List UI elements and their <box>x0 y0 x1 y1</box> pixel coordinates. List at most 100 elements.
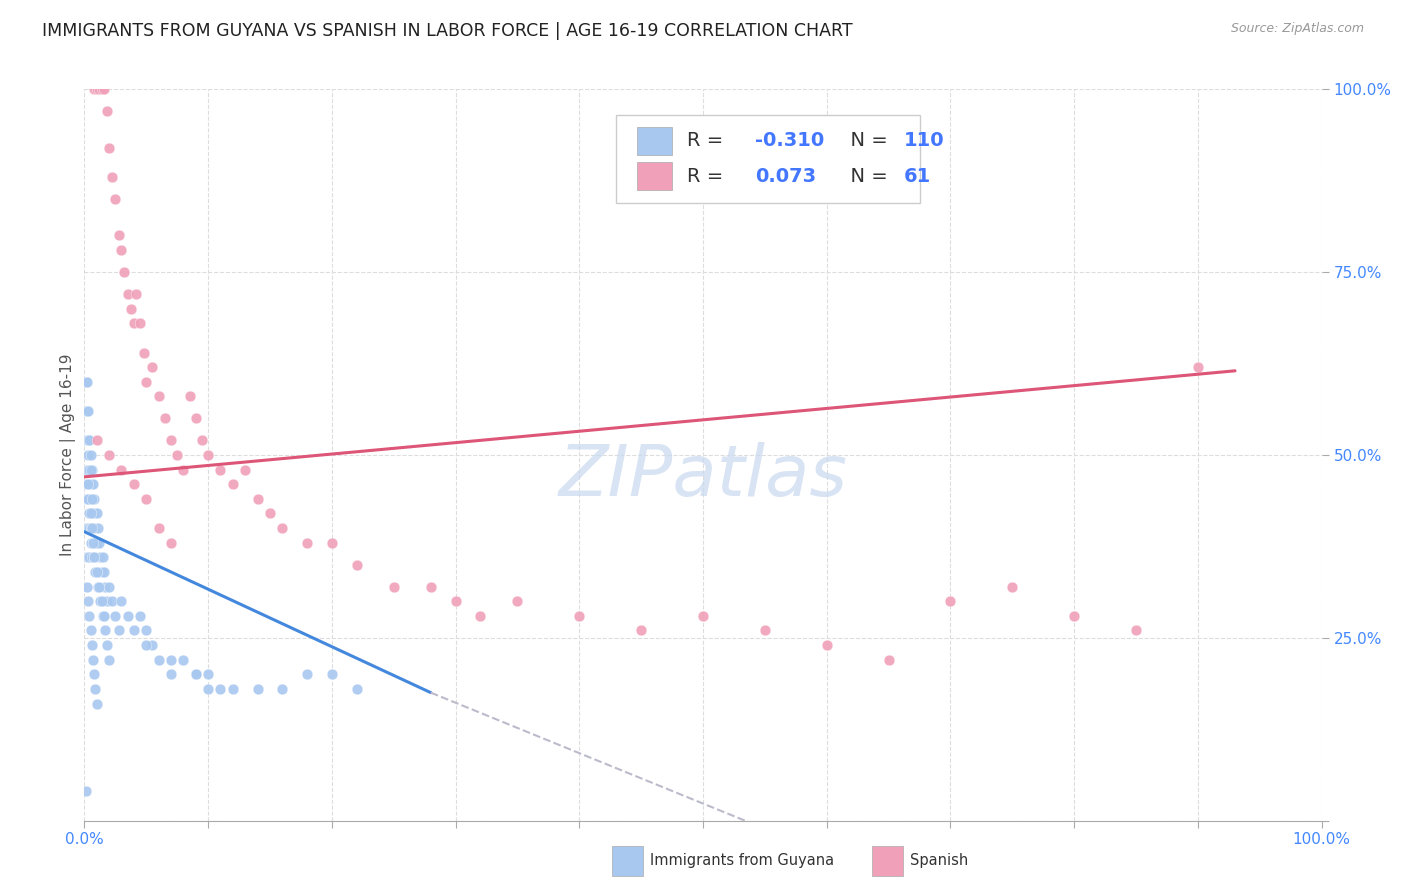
Point <box>83 550 105 565</box>
Point <box>184 667 207 681</box>
Point <box>80 491 103 506</box>
Point <box>76 404 98 418</box>
Point <box>86 565 108 579</box>
Point <box>76 477 98 491</box>
Point <box>75 462 97 476</box>
Point <box>246 491 269 506</box>
Text: 0.073: 0.073 <box>755 167 815 186</box>
Point <box>91 608 114 623</box>
Point <box>79 550 101 565</box>
Point <box>76 521 98 535</box>
Point <box>197 667 219 681</box>
Point <box>160 535 183 549</box>
Point <box>77 521 100 535</box>
Bar <box>637 162 672 190</box>
Point <box>87 580 110 594</box>
Point <box>222 477 245 491</box>
Point <box>939 594 962 608</box>
Point <box>83 667 105 681</box>
Point <box>246 681 269 696</box>
Point <box>98 141 121 155</box>
Point <box>90 594 112 608</box>
Point <box>75 784 97 798</box>
Text: R =: R = <box>688 131 730 151</box>
Text: Immigrants from Guyana: Immigrants from Guyana <box>650 854 834 868</box>
Point <box>82 535 104 549</box>
Text: IMMIGRANTS FROM GUYANA VS SPANISH IN LABOR FORCE | AGE 16-19 CORRELATION CHART: IMMIGRANTS FROM GUYANA VS SPANISH IN LAB… <box>42 22 853 40</box>
Text: Source: ZipAtlas.com: Source: ZipAtlas.com <box>1230 22 1364 36</box>
Point <box>94 580 117 594</box>
Point <box>382 580 405 594</box>
Point <box>129 316 152 330</box>
Point <box>104 608 127 623</box>
Text: ZIPatlas: ZIPatlas <box>558 442 848 511</box>
Point <box>108 228 131 243</box>
Point <box>76 434 98 448</box>
Text: 110: 110 <box>904 131 943 151</box>
Point <box>148 653 170 667</box>
Point <box>1001 580 1024 594</box>
Point <box>79 434 101 448</box>
Point <box>87 521 110 535</box>
Point <box>110 462 132 476</box>
Text: -0.310: -0.310 <box>755 131 824 151</box>
Point <box>117 287 139 301</box>
Point <box>83 550 105 565</box>
Point <box>75 375 97 389</box>
Point <box>94 624 117 638</box>
Point <box>148 521 170 535</box>
Point <box>295 667 318 681</box>
Point <box>93 82 115 96</box>
Point <box>80 491 103 506</box>
Point <box>160 434 183 448</box>
Point <box>82 507 104 521</box>
Point <box>84 535 107 549</box>
Point <box>82 653 104 667</box>
Point <box>79 507 101 521</box>
Point <box>148 389 170 403</box>
Point <box>79 507 101 521</box>
Point <box>76 462 98 476</box>
Point <box>271 681 294 696</box>
Point <box>172 653 194 667</box>
Point <box>79 448 101 462</box>
Point <box>75 491 97 506</box>
Point <box>1187 360 1209 375</box>
Text: Spanish: Spanish <box>910 854 967 868</box>
Point <box>86 507 108 521</box>
Point <box>77 491 100 506</box>
Point <box>125 287 148 301</box>
Point <box>108 624 131 638</box>
Point <box>259 507 281 521</box>
Point <box>630 624 652 638</box>
Point <box>135 375 157 389</box>
FancyBboxPatch shape <box>616 115 920 202</box>
Point <box>117 608 139 623</box>
Point <box>98 448 121 462</box>
Point <box>90 565 112 579</box>
Point <box>75 404 97 418</box>
Point <box>197 448 219 462</box>
Point <box>76 375 98 389</box>
Point <box>86 82 108 96</box>
Point <box>84 681 107 696</box>
Point <box>83 491 105 506</box>
Point <box>77 448 100 462</box>
Point <box>135 638 157 652</box>
Point <box>77 404 100 418</box>
Point <box>83 82 105 96</box>
Point <box>122 316 145 330</box>
Point <box>346 558 368 572</box>
Point <box>77 594 100 608</box>
Point <box>76 491 98 506</box>
Point <box>321 667 343 681</box>
Point <box>98 653 121 667</box>
Point <box>135 491 157 506</box>
Point <box>76 550 98 565</box>
Point <box>100 169 122 184</box>
Point <box>692 608 714 623</box>
Point <box>120 301 142 316</box>
Point <box>83 521 105 535</box>
Point <box>90 82 112 96</box>
Point <box>321 535 343 549</box>
